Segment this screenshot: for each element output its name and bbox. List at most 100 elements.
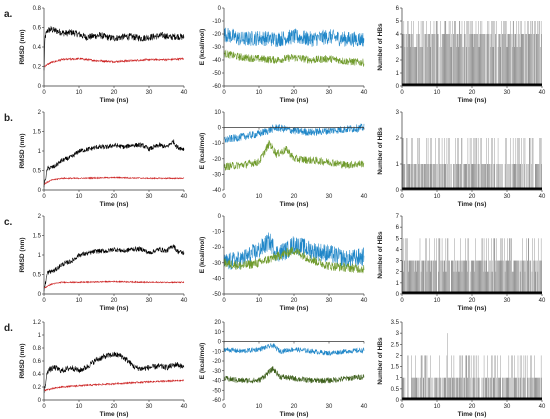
y-tick-label: -50: [212, 71, 221, 77]
x-tick-label: 40: [361, 194, 368, 200]
y-tick-label: -20: [212, 157, 221, 163]
y-tick-label: -40: [212, 276, 221, 282]
x-tick-label: 0: [222, 90, 226, 96]
y-tick-label: 2: [396, 270, 400, 276]
y-tick-label: 1: [396, 162, 400, 168]
x-axis-label: Time (ns): [280, 305, 309, 312]
y-tick-label: 1: [396, 71, 400, 77]
x-tick-label: 10: [76, 298, 83, 304]
series-line: [43, 176, 185, 186]
panel-label: b.: [4, 113, 13, 124]
x-tick-label: 10: [434, 194, 441, 200]
y-tick-label: 3: [396, 259, 400, 265]
y-tick-label: 1: [396, 281, 400, 287]
x-tick-label: 30: [504, 194, 511, 200]
baseline-band: [402, 397, 542, 400]
x-tick-label: 20: [469, 404, 476, 410]
y-tick-label: 2.5: [391, 342, 400, 348]
x-tick-label: 10: [76, 90, 83, 96]
x-tick-label: 40: [539, 194, 546, 200]
y-tick-label: -10: [212, 19, 221, 25]
y-tick-label: -30: [212, 172, 221, 178]
y-tick-label: 0: [396, 188, 400, 194]
x-axis-label: Time (ns): [100, 201, 129, 208]
y-tick-label: 2: [396, 353, 400, 359]
y-tick-label: 10: [214, 110, 221, 116]
x-tick-label: 20: [469, 194, 476, 200]
x-tick-label: 10: [434, 404, 441, 410]
x-tick-label: 30: [326, 194, 333, 200]
x-tick-label: 20: [111, 194, 118, 200]
x-tick-label: 20: [111, 298, 118, 304]
y-axis-label: RMSD (nm): [19, 29, 26, 64]
x-tick-label: 20: [469, 298, 476, 304]
y-tick-label: 1: [38, 333, 42, 339]
y-tick-label: 3.5: [391, 320, 400, 326]
y-axis-label: Number of HBs: [377, 337, 384, 385]
series-line: [223, 27, 365, 48]
y-axis-label: E (kcal/mol): [199, 237, 206, 273]
x-tick-label: 10: [76, 194, 83, 200]
hbond-bars: [402, 238, 542, 294]
y-tick-label: 2: [38, 110, 42, 116]
x-tick-label: 30: [504, 404, 511, 410]
y-tick-label: 0.4: [33, 372, 42, 378]
y-tick-label: 6: [396, 225, 400, 231]
x-tick-label: 20: [291, 90, 298, 96]
x-axis-label: Time (ns): [100, 97, 129, 104]
y-tick-label: 0.6: [33, 359, 42, 365]
x-axis-label: Time (ns): [280, 97, 309, 104]
x-tick-label: 0: [222, 404, 226, 410]
x-axis-label: Time (ns): [458, 305, 487, 312]
x-tick-label: 30: [326, 90, 333, 96]
y-tick-label: -10: [212, 141, 221, 147]
x-tick-label: 40: [361, 90, 368, 96]
y-tick-label: 3: [396, 331, 400, 337]
x-tick-label: 40: [181, 194, 188, 200]
series-line: [43, 139, 185, 188]
x-tick-label: 10: [256, 194, 263, 200]
x-tick-label: 30: [146, 90, 153, 96]
y-tick-label: -30: [212, 45, 221, 51]
x-axis-label: Time (ns): [280, 201, 309, 208]
y-tick-label: -40: [212, 379, 221, 385]
panel-label: a.: [4, 9, 13, 20]
x-tick-label: 10: [256, 90, 263, 96]
y-tick-label: 0.8: [33, 6, 42, 12]
series-line: [223, 246, 365, 274]
series-line: [223, 49, 365, 67]
x-tick-label: 0: [400, 404, 404, 410]
chart-panel-3-0: 0 0.2 0.4 0.6 0.8 1 1.2 0 10 20 30 40 Time (ns) RMSD …: [19, 320, 188, 418]
y-tick-label: 3: [396, 110, 400, 116]
y-tick-label: 3: [396, 45, 400, 51]
y-axis-label: RMSD (nm): [19, 237, 26, 272]
x-tick-label: 40: [361, 404, 368, 410]
y-tick-label: 0: [218, 214, 222, 220]
chart-panel-3-2: 0 0.5 1 1.5 2 2.5 3 3.5 0 10 20 30 40 Time (ns) Number…: [377, 320, 546, 418]
y-tick-label: 5: [396, 19, 400, 25]
hbond-bars: [402, 333, 542, 400]
x-tick-label: 20: [291, 404, 298, 410]
chart-panel-0-2: 0 1 2 3 4 5 6 0 10 20 30 40 Time (ns) Number of HBs: [377, 6, 546, 104]
y-tick-label: 0: [218, 126, 222, 132]
panel-label: c.: [4, 217, 13, 228]
y-tick-label: 0.5: [33, 169, 42, 175]
y-tick-label: 6: [396, 6, 400, 12]
x-tick-label: 30: [326, 298, 333, 304]
y-tick-label: 1: [396, 376, 400, 382]
y-tick-label: 20: [214, 320, 221, 326]
x-tick-label: 30: [504, 298, 511, 304]
x-tick-label: 20: [291, 194, 298, 200]
y-tick-label: -20: [212, 32, 221, 38]
y-tick-label: 0.4: [33, 45, 42, 51]
panel-label: d.: [4, 323, 13, 334]
x-tick-label: 40: [539, 404, 546, 410]
x-tick-label: 30: [146, 194, 153, 200]
y-tick-label: 0: [396, 84, 400, 90]
